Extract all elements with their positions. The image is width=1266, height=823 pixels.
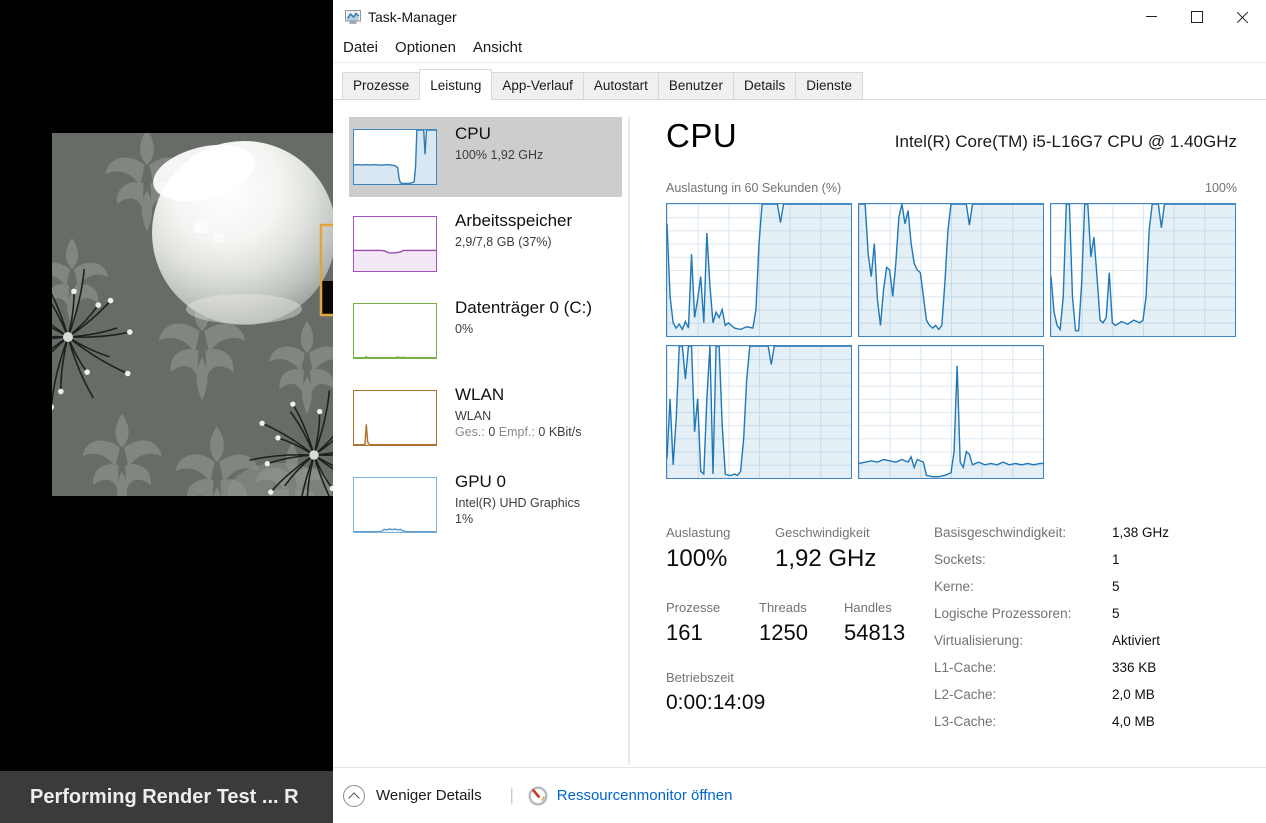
render-status-text: Performing Render Test ... R <box>30 785 299 808</box>
cpu-model-name: Intel(R) Core(TM) i5-L16G7 CPU @ 1.40GHz <box>894 132 1237 151</box>
render-bucket-fill <box>322 281 333 314</box>
cpu-mini-chart <box>353 129 437 185</box>
less-details-button[interactable]: Weniger Details <box>343 784 482 807</box>
sidebar-wlan-name: WLAN <box>455 409 492 423</box>
menu-bar: Datei Optionen Ansicht <box>333 33 1266 63</box>
detail-row: Virtualisierung: Aktiviert <box>934 633 1161 648</box>
window-title: Task-Manager <box>368 8 457 25</box>
detail-row: Sockets: 1 <box>934 552 1120 567</box>
detail-row: L2-Cache: 2,0 MB <box>934 687 1155 702</box>
tab-strip: Prozesse Leistung App-Verlauf Autostart … <box>333 64 1266 100</box>
sidebar-cpu-title: CPU <box>455 124 491 143</box>
resource-monitor-label: Ressourcenmonitor öffnen <box>556 787 733 804</box>
sidebar-item-cpu[interactable]: CPU 100% 1,92 GHz <box>349 117 622 197</box>
footer-separator: | <box>509 786 514 804</box>
uptime-label: Betriebszeit <box>666 670 734 685</box>
minimize-button[interactable] <box>1128 0 1174 33</box>
resource-monitor-icon <box>528 785 548 806</box>
page-title: CPU <box>666 117 738 154</box>
title-bar: Task-Manager <box>333 0 1266 33</box>
sidebar-item-gpu[interactable]: GPU 0 Intel(R) UHD Graphics 1% <box>349 465 622 545</box>
maximize-icon <box>1191 10 1203 23</box>
sidebar-cpu-stats: 100% 1,92 GHz <box>455 148 544 162</box>
gpu-mini-chart <box>353 477 437 533</box>
sidebar-gpu-title: GPU 0 <box>455 472 507 491</box>
usage-value: 100% <box>666 545 728 572</box>
tab-prozesse[interactable]: Prozesse <box>342 72 421 99</box>
render-bucket-outline <box>319 223 333 317</box>
menu-optionen[interactable]: Optionen <box>395 39 456 56</box>
cpu-usage-chart-5[interactable] <box>858 345 1044 479</box>
dandelion <box>52 268 133 410</box>
uptime-value: 0:00:14:09 <box>666 691 766 714</box>
close-button[interactable] <box>1220 0 1266 33</box>
tab-leistung[interactable]: Leistung <box>419 69 493 100</box>
memory-mini-chart <box>353 216 437 272</box>
chart-axis-label: Auslastung in 60 Sekunden (%) <box>666 181 842 195</box>
sidebar-item-disk[interactable]: Datenträger 0 (C:) 0% <box>349 291 622 371</box>
processes-value: 161 <box>666 620 703 645</box>
dandelion <box>249 390 333 496</box>
threads-value: 1250 <box>759 620 808 645</box>
less-details-label: Weniger Details <box>376 787 482 804</box>
detail-row: L1-Cache: 336 KB <box>934 660 1157 675</box>
tab-autostart[interactable]: Autostart <box>582 72 659 99</box>
speed-value: 1,92 GHz <box>775 545 877 572</box>
sidebar-wlan-title: WLAN <box>455 385 505 404</box>
render-test-image <box>52 133 333 496</box>
performance-sidebar: CPU 100% 1,92 GHz Arbeitsspeicher 2,9/7,… <box>349 117 622 552</box>
render-status-bar: Performing Render Test ... R <box>0 771 333 823</box>
sidebar-item-wlan[interactable]: WLAN WLAN Ges.: 0 Empf.: 0 KBit/s <box>349 378 622 458</box>
handles-value: 54813 <box>844 620 906 645</box>
tab-details[interactable]: Details <box>732 72 797 99</box>
task-manager-app-icon <box>345 9 361 24</box>
handles-label: Handles <box>844 600 892 615</box>
tab-app-verlauf[interactable]: App-Verlauf <box>491 72 584 99</box>
tab-dienste[interactable]: Dienste <box>795 72 863 99</box>
processes-label: Prozesse <box>666 600 721 615</box>
cpu-usage-chart-1[interactable] <box>666 203 852 337</box>
sidebar-gpu-stats: 1% <box>455 512 474 526</box>
menu-datei[interactable]: Datei <box>343 39 379 56</box>
chevron-up-icon <box>343 784 365 807</box>
cpu-usage-chart-2[interactable] <box>858 203 1044 337</box>
sidebar-disk-title: Datenträger 0 (C:) <box>455 298 592 317</box>
speed-label: Geschwindigkeit <box>775 525 870 540</box>
cpu-usage-chart-3[interactable] <box>1050 203 1236 337</box>
task-manager-window: Task-Manager Datei Optionen Ansicht Proz… <box>333 0 1266 823</box>
sidebar-wlan-stats: Ges.: 0 Empf.: 0 KBit/s <box>455 425 582 439</box>
sidebar-memory-title: Arbeitsspeicher <box>455 211 573 230</box>
resource-monitor-link[interactable]: Ressourcenmonitor öffnen <box>528 785 733 806</box>
detail-row: Basisgeschwindigkeit: 1,38 GHz <box>934 525 1170 540</box>
detail-row: Kerne: 5 <box>934 579 1120 594</box>
cpu-usage-chart-4[interactable] <box>666 345 852 479</box>
sidebar-disk-stats: 0% <box>455 322 474 336</box>
sidebar-scrollbar[interactable] <box>628 117 630 765</box>
threads-label: Threads <box>759 600 807 615</box>
sidebar-memory-stats: 2,9/7,8 GB (37%) <box>455 235 552 249</box>
sidebar-item-memory[interactable]: Arbeitsspeicher 2,9/7,8 GB (37%) <box>349 204 622 284</box>
task-manager-footer: Weniger Details | Ressourcenmonitor öffn… <box>333 767 1266 823</box>
minimize-icon <box>1145 16 1157 17</box>
background-app-render-view[interactable]: Performing Render Test ... R <box>0 0 333 823</box>
disk-mini-chart <box>353 303 437 359</box>
maximize-button[interactable] <box>1174 0 1220 33</box>
chart-max-label: 100% <box>1205 181 1237 195</box>
tab-benutzer[interactable]: Benutzer <box>657 72 734 99</box>
close-icon <box>1237 11 1249 23</box>
menu-ansicht[interactable]: Ansicht <box>472 39 523 56</box>
detail-row: L3-Cache: 4,0 MB <box>934 714 1155 729</box>
usage-label: Auslastung <box>666 525 731 540</box>
cpu-performance-pane: CPU Intel(R) Core(TM) i5-L16G7 CPU @ 1.4… <box>664 99 1237 769</box>
wlan-mini-chart <box>353 390 437 446</box>
sidebar-gpu-name: Intel(R) UHD Graphics <box>455 496 581 510</box>
detail-row: Logische Prozessoren: 5 <box>934 606 1120 621</box>
logical-processor-charts <box>666 203 1236 479</box>
